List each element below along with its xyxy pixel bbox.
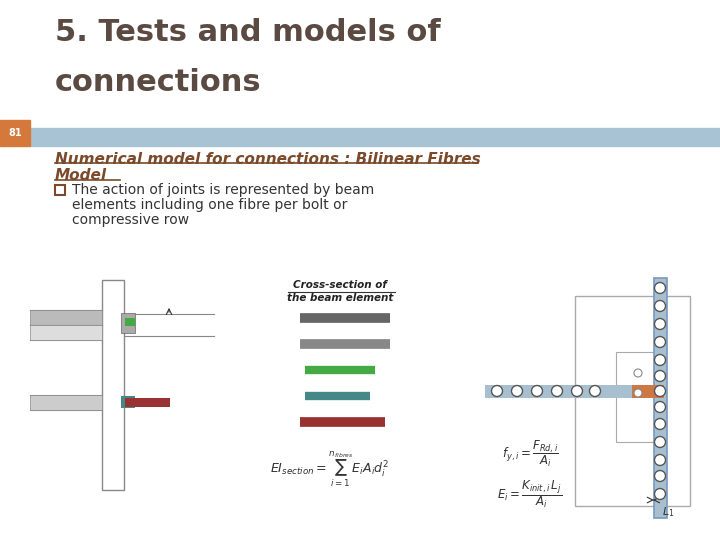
Bar (55, 185, 65, 195)
Text: $EI_{section} = \sum_{i=1}^{n_{fibres}} E_i A_i d_i^2$: $EI_{section} = \sum_{i=1}^{n_{fibres}} … (270, 450, 390, 489)
Bar (575, 296, 690, 506)
Bar (30, 325, 102, 340)
Circle shape (654, 418, 665, 429)
Text: connections: connections (55, 68, 261, 97)
Circle shape (654, 402, 665, 413)
Circle shape (531, 386, 542, 396)
Circle shape (634, 369, 642, 377)
Circle shape (654, 370, 665, 381)
Bar (632, 385, 664, 398)
Text: Numerical model for connections : Bilinear Fibres: Numerical model for connections : Biline… (55, 152, 481, 167)
Bar (30, 395, 102, 410)
Circle shape (572, 386, 582, 396)
Circle shape (654, 436, 665, 448)
Text: $L_1$: $L_1$ (662, 505, 674, 519)
Circle shape (634, 389, 642, 397)
Text: $f_{y,i} = \dfrac{F_{Rd,i}}{A_i}$: $f_{y,i} = \dfrac{F_{Rd,i}}{A_i}$ (502, 438, 559, 469)
Bar (30, 128, 720, 146)
Bar (0, 120, 30, 146)
Circle shape (654, 354, 665, 366)
Circle shape (492, 386, 503, 396)
Circle shape (654, 300, 665, 312)
Text: elements including one fibre per bolt or: elements including one fibre per bolt or (72, 198, 347, 212)
Circle shape (654, 336, 665, 348)
Circle shape (654, 455, 665, 465)
Circle shape (654, 282, 665, 294)
Circle shape (552, 386, 562, 396)
Circle shape (590, 386, 600, 396)
Bar (125, 318, 135, 326)
Bar (616, 352, 660, 442)
Circle shape (654, 489, 665, 500)
Bar (485, 385, 660, 398)
Text: $E_i = \dfrac{K_{init,i}\, L_j}{A_i}$: $E_i = \dfrac{K_{init,i}\, L_j}{A_i}$ (498, 478, 562, 510)
Circle shape (511, 386, 523, 396)
Bar (121, 313, 135, 333)
Text: compressive row: compressive row (72, 213, 189, 227)
Circle shape (654, 319, 665, 329)
Bar (30, 310, 102, 325)
Text: Model: Model (55, 168, 107, 183)
Text: The action of joints is represented by beam: The action of joints is represented by b… (72, 183, 374, 197)
Circle shape (654, 470, 665, 482)
Text: Cross-section of
the beam element: Cross-section of the beam element (287, 280, 393, 303)
Bar (654, 278, 667, 518)
Circle shape (654, 386, 665, 396)
Bar (125, 398, 170, 407)
Bar (102, 280, 124, 490)
Text: 5. Tests and models of: 5. Tests and models of (55, 18, 441, 47)
Text: 81: 81 (8, 128, 22, 138)
Bar (121, 396, 135, 408)
